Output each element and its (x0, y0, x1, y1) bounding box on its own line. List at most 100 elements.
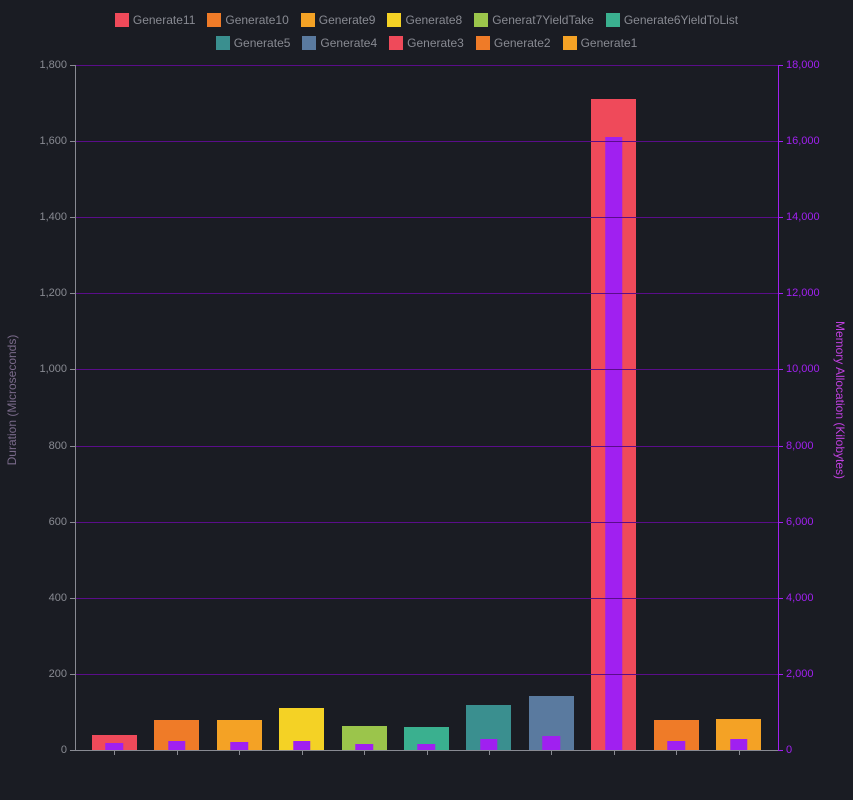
legend-item: Generate10 (207, 8, 288, 31)
y-tick-right: 14,000 (786, 211, 820, 223)
y-tick-right: 10,000 (786, 363, 820, 375)
y-tick-left: 800 (49, 440, 67, 452)
y-tick-left: 1,400 (39, 211, 67, 223)
y-tick-right: 18,000 (786, 59, 820, 71)
y-tick-right: 2,000 (786, 668, 814, 680)
legend-item: Generat7YieldTake (474, 8, 594, 31)
legend-item: Generate6YieldToList (606, 8, 738, 31)
legend-label: Generate4 (320, 36, 377, 50)
bar-group (583, 65, 645, 750)
tick-mark (70, 65, 75, 66)
legend-item: Generate11 (115, 8, 196, 31)
y-tick-right: 16,000 (786, 135, 820, 147)
legend-label: Generate1 (581, 36, 638, 50)
y-tick-left: 1,000 (39, 363, 67, 375)
tick-mark (778, 141, 783, 142)
legend-swatch (474, 13, 488, 27)
bar-group (645, 65, 707, 750)
legend-swatch (389, 36, 403, 50)
tick-mark (302, 750, 303, 755)
y-axis-left-label: Duration (Microseconds) (5, 335, 19, 466)
y-tick-right: 6,000 (786, 516, 814, 528)
legend-item: Generate9 (301, 8, 376, 31)
legend-label: Generate10 (225, 13, 288, 27)
tick-mark (778, 674, 783, 675)
tick-mark (70, 750, 75, 751)
tick-mark (177, 750, 178, 755)
bar-group (145, 65, 207, 750)
bar-group (83, 65, 145, 750)
memory-bar (730, 739, 747, 750)
gridline (75, 369, 778, 370)
tick-mark (739, 750, 740, 755)
legend-swatch (606, 13, 620, 27)
legend-item: Generate3 (389, 31, 464, 54)
axis-line-left (75, 65, 76, 750)
tick-mark (70, 217, 75, 218)
benchmark-chart: Generate11Generate10Generate9Generate8Ge… (0, 0, 853, 800)
y-tick-left: 1,200 (39, 287, 67, 299)
legend-label: Generate9 (319, 13, 376, 27)
bar-group (520, 65, 582, 750)
tick-mark (614, 750, 615, 755)
y-tick-right: 12,000 (786, 287, 820, 299)
tick-mark (489, 750, 490, 755)
memory-bar (480, 739, 497, 750)
y-tick-left: 200 (49, 668, 67, 680)
gridline (75, 598, 778, 599)
memory-bar (293, 741, 310, 750)
memory-bar (168, 741, 185, 750)
legend-label: Generat7YieldTake (492, 13, 594, 27)
tick-mark (70, 369, 75, 370)
tick-mark (778, 217, 783, 218)
tick-mark (778, 522, 783, 523)
legend-label: Generate8 (405, 13, 462, 27)
tick-mark (427, 750, 428, 755)
y-tick-right: 0 (786, 744, 792, 756)
tick-mark (551, 750, 552, 755)
legend-label: Generate6YieldToList (624, 13, 738, 27)
plot-area (75, 65, 778, 750)
legend-item: Generate8 (387, 8, 462, 31)
memory-bar (230, 742, 247, 750)
bar-group (458, 65, 520, 750)
tick-mark (70, 141, 75, 142)
tick-mark (70, 293, 75, 294)
legend-label: Generate2 (494, 36, 551, 50)
bar-group (208, 65, 270, 750)
gridline (75, 65, 778, 66)
tick-mark (70, 522, 75, 523)
legend-swatch (476, 36, 490, 50)
gridline (75, 141, 778, 142)
tick-mark (778, 293, 783, 294)
legend-label: Generate11 (133, 13, 196, 27)
legend-item: Generate4 (302, 31, 377, 54)
tick-mark (778, 65, 783, 66)
legend-swatch (387, 13, 401, 27)
y-tick-left: 1,600 (39, 135, 67, 147)
y-tick-left: 600 (49, 516, 67, 528)
memory-bar (105, 743, 122, 750)
y-tick-right: 8,000 (786, 440, 814, 452)
y-axis-right-label: Memory Allocation (Kilobytes) (833, 321, 847, 479)
legend-swatch (207, 13, 221, 27)
y-tick-right: 4,000 (786, 592, 814, 604)
legend-item: Generate2 (476, 31, 551, 54)
tick-mark (70, 674, 75, 675)
y-tick-left: 400 (49, 592, 67, 604)
tick-mark (676, 750, 677, 755)
y-tick-left: 1,800 (39, 59, 67, 71)
tick-mark (778, 598, 783, 599)
tick-mark (114, 750, 115, 755)
gridline (75, 217, 778, 218)
tick-mark (778, 750, 783, 751)
memory-bar (668, 741, 685, 750)
bars-container (75, 65, 778, 750)
bar-group (333, 65, 395, 750)
legend-swatch (302, 36, 316, 50)
legend-swatch (115, 13, 129, 27)
tick-mark (70, 598, 75, 599)
gridline (75, 522, 778, 523)
memory-bar (605, 137, 622, 750)
y-tick-left: 0 (61, 744, 67, 756)
